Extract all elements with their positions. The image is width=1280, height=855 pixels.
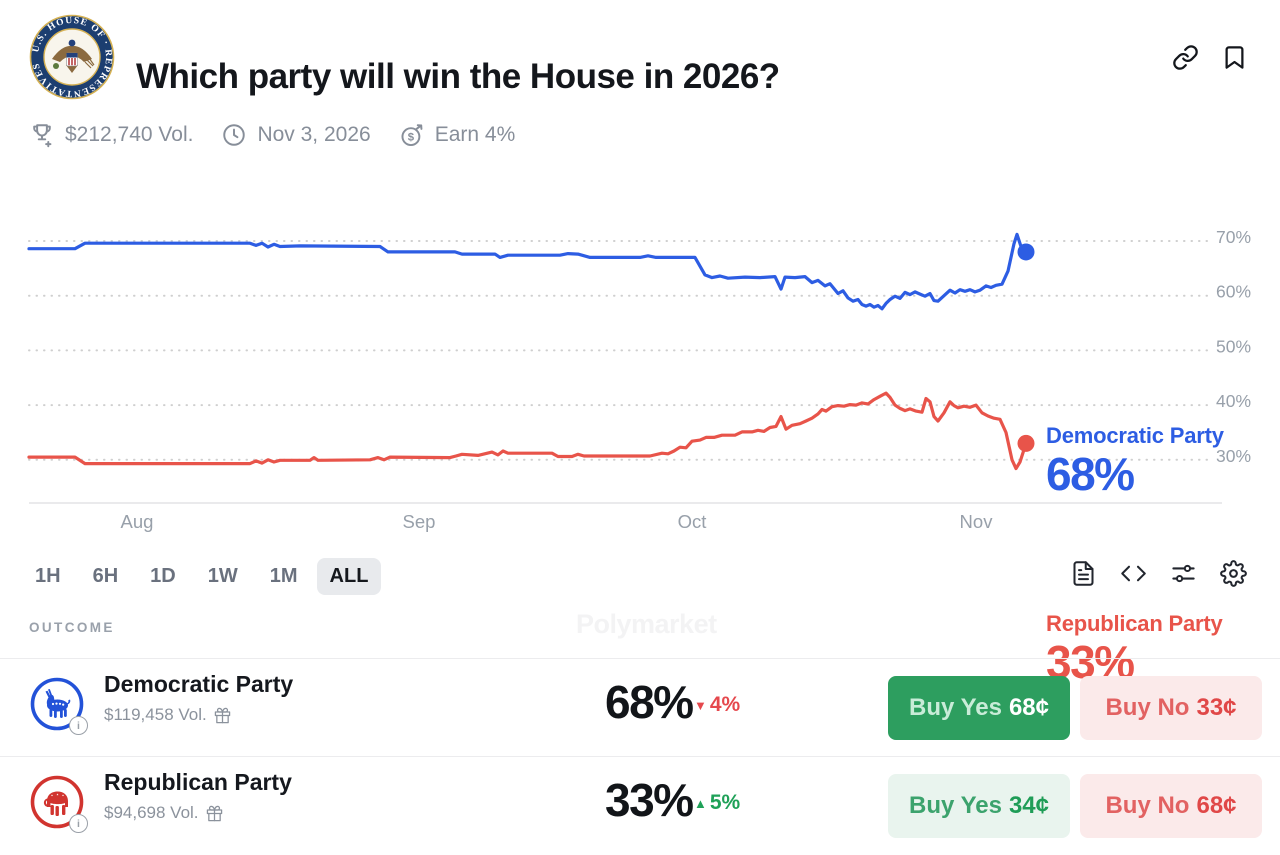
clock-icon — [223, 124, 246, 146]
range-6h[interactable]: 6H — [80, 558, 132, 595]
outcome-heading: OUTCOME — [29, 620, 115, 635]
chart-canvas[interactable]: 70% 60% 50% 40% 30% Aug Sep Oct Nov — [0, 200, 1280, 545]
democratic-series-label: Democratic Party 68% — [1046, 423, 1224, 500]
donkey-icon — [30, 677, 84, 731]
outcome-row-republican: i Republican Party $94,698 Vol. 33% ▲ 5%… — [0, 756, 1280, 855]
y-tick-label: 60% — [1216, 282, 1251, 302]
buy-no-button-democratic[interactable]: Buy No 33¢ — [1080, 676, 1262, 740]
info-icon[interactable]: i — [69, 716, 88, 735]
bookmark-icon — [1225, 46, 1244, 69]
trophy-icon — [33, 124, 52, 148]
price-chart[interactable]: 70% 60% 50% 40% 30% Aug Sep Oct Nov Democratic P… — [0, 200, 1280, 685]
range-1w[interactable]: 1W — [195, 558, 251, 595]
svg-text:$: $ — [407, 132, 414, 144]
outcome-volume: $119,458 Vol. — [104, 705, 231, 725]
bookmark-button[interactable] — [1221, 44, 1248, 74]
volume-text: $212,740 Vol. — [65, 123, 194, 146]
gift-icon[interactable] — [214, 707, 231, 724]
elephant-icon — [30, 775, 84, 829]
series-end-dot-1 — [1017, 434, 1035, 452]
y-tick-label: 50% — [1216, 336, 1251, 356]
earn-text: Earn 4% — [434, 123, 516, 146]
x-tick-label: Nov — [960, 511, 994, 532]
x-tick-label: Aug — [121, 511, 154, 532]
down-arrow-icon: ▼ — [694, 697, 707, 713]
chance-value: 68% — [605, 676, 694, 728]
range-1d[interactable]: 1D — [137, 558, 189, 595]
embed-code-icon[interactable] — [1120, 560, 1147, 587]
democratic-avatar: i — [29, 676, 88, 735]
buy-yes-button-democratic[interactable]: Buy Yes 68¢ — [888, 676, 1070, 740]
y-tick-label: 30% — [1216, 446, 1251, 466]
series-line-0 — [27, 232, 1028, 311]
house-seal-logo: U.S. HOUSE OF · REPRESENTATIVES · — [29, 14, 115, 100]
end-date-text: Nov 3, 2026 — [257, 123, 371, 146]
info-icon[interactable]: i — [69, 814, 88, 833]
earn-icon: $ — [401, 124, 423, 147]
chart-tools — [1070, 560, 1247, 587]
series-line-1 — [27, 391, 1028, 471]
link-icon — [1173, 45, 1198, 70]
outcome-name: Democratic Party — [104, 671, 294, 697]
chance-change: ▼ 4% — [694, 693, 741, 716]
watermark: Polymarket — [576, 609, 717, 639]
time-range-selector: 1H 6H 1D 1W 1M ALL — [22, 558, 382, 595]
buy-yes-button-republican[interactable]: Buy Yes 34¢ — [888, 774, 1070, 838]
market-meta: $212,740 Vol. Nov 3, 2026 $ Earn 4% — [29, 122, 515, 148]
y-tick-label: 40% — [1216, 391, 1251, 411]
buy-no-button-republican[interactable]: Buy No 68¢ — [1080, 774, 1262, 838]
chart-settings-icon[interactable] — [1170, 560, 1197, 587]
outcome-name: Republican Party — [104, 769, 292, 795]
page-title: Which party will win the House in 2026? — [136, 57, 780, 97]
range-1h[interactable]: 1H — [22, 558, 74, 595]
chance-change: ▲ 5% — [694, 791, 741, 814]
copy-link-button[interactable] — [1172, 44, 1199, 74]
up-arrow-icon: ▲ — [694, 795, 707, 811]
x-tick-label: Sep — [403, 511, 436, 532]
gear-icon[interactable] — [1220, 560, 1247, 587]
gift-icon[interactable] — [206, 805, 223, 822]
x-tick-label: Oct — [678, 511, 707, 532]
outcome-volume: $94,698 Vol. — [104, 803, 223, 823]
series-end-dot-0 — [1017, 243, 1035, 261]
chance-value: 33% — [605, 774, 694, 826]
republican-avatar: i — [29, 774, 88, 833]
outcome-row-democratic: i Democratic Party $119,458 Vol. 68% ▼ 4… — [0, 658, 1280, 757]
range-1m[interactable]: 1M — [257, 558, 311, 595]
y-tick-label: 70% — [1216, 227, 1251, 247]
notes-icon[interactable] — [1070, 560, 1097, 587]
range-all[interactable]: ALL — [316, 558, 382, 595]
